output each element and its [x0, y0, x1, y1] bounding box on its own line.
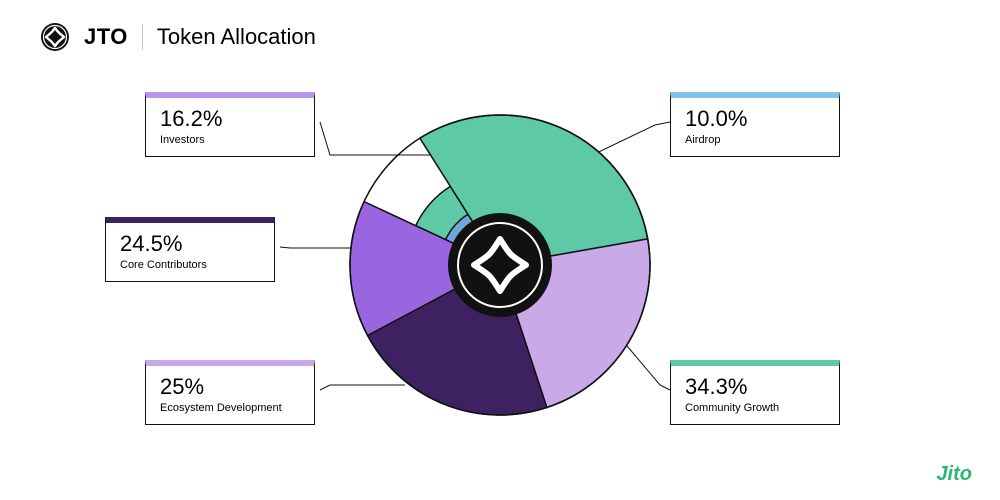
callout-core: 24.5% Core Contributors	[105, 217, 275, 282]
callout-label: Ecosystem Development	[160, 402, 300, 414]
callout-percent: 16.2%	[160, 106, 300, 132]
leader-investors	[320, 122, 430, 155]
callout-airdrop: 10.0% Airdrop	[670, 92, 840, 157]
callout-percent: 25%	[160, 374, 300, 400]
center-button-outer	[448, 213, 552, 317]
callout-percent: 34.3%	[685, 374, 825, 400]
brand-footer: Jito	[936, 463, 972, 486]
callout-label: Community Growth	[685, 402, 825, 414]
callout-label: Investors	[160, 134, 300, 146]
leader-community	[622, 340, 670, 390]
callout-label: Core Contributors	[120, 259, 260, 271]
callout-investors: 16.2% Investors	[145, 92, 315, 157]
callout-ecosystem: 25% Ecosystem Development	[145, 360, 315, 425]
callout-percent: 10.0%	[685, 106, 825, 132]
callout-community: 34.3% Community Growth	[670, 360, 840, 425]
callout-percent: 24.5%	[120, 231, 260, 257]
callout-label: Airdrop	[685, 134, 825, 146]
leader-ecosystem	[320, 385, 405, 390]
